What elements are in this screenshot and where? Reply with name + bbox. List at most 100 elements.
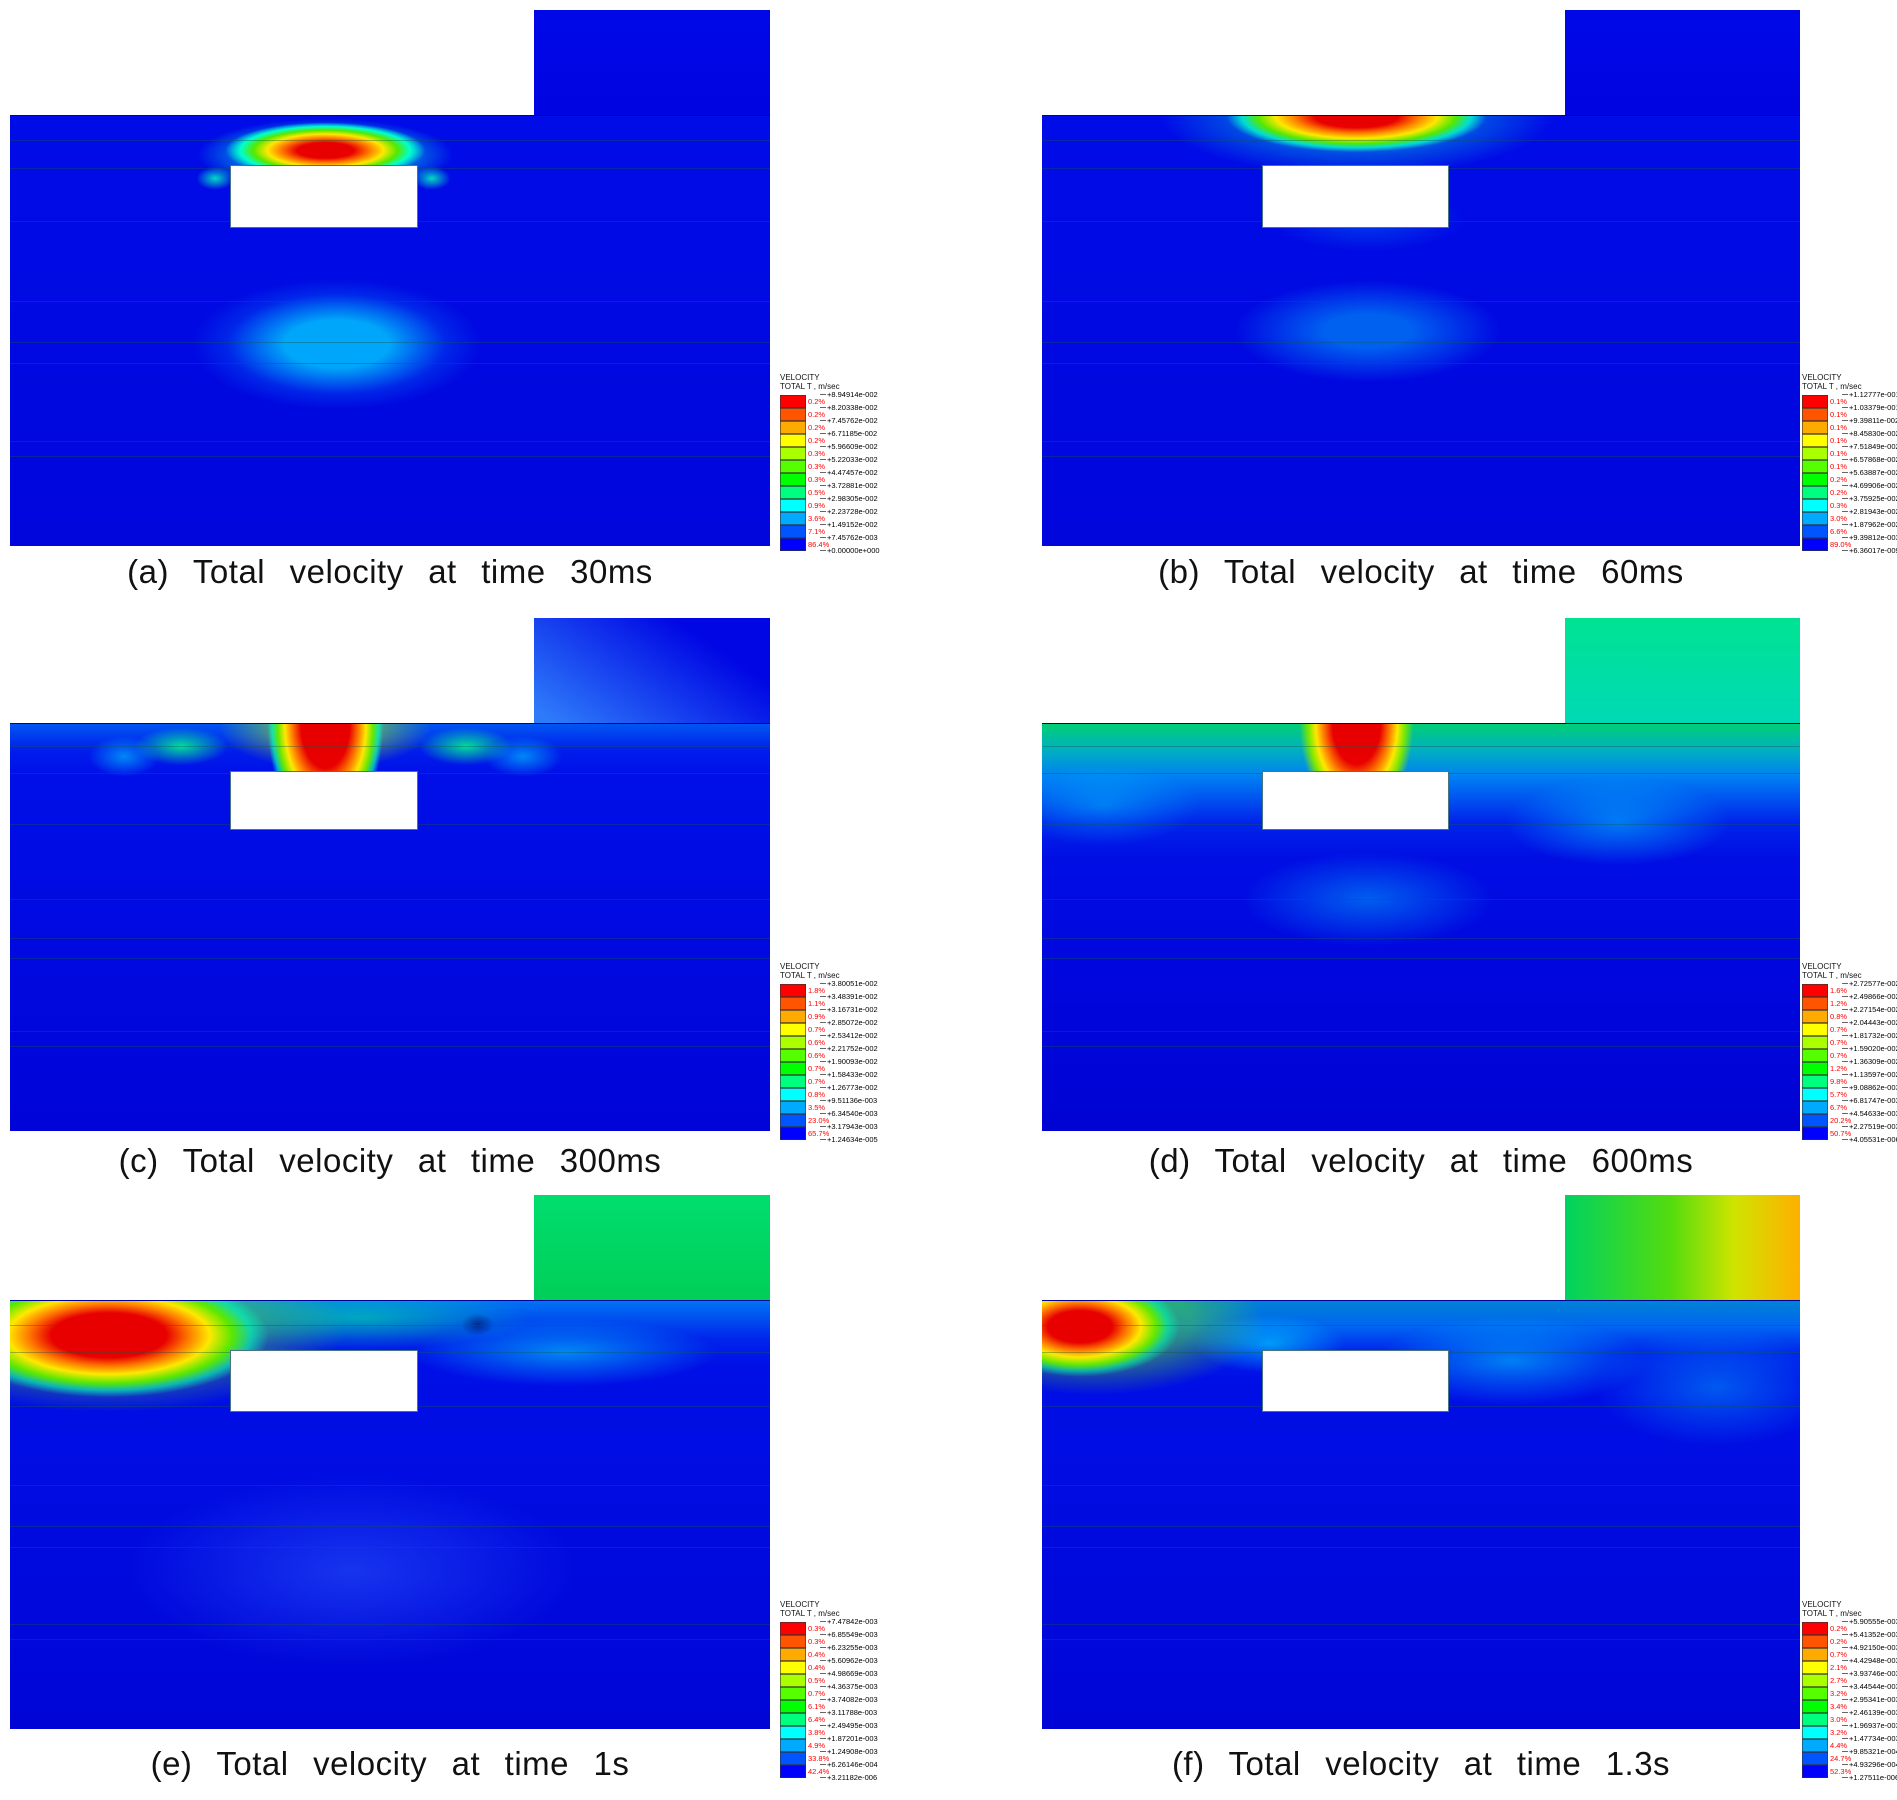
- legend-band-percent: 0.1%: [1830, 449, 1848, 458]
- legend-band-percent: 0.2%: [1830, 1624, 1848, 1633]
- legend-color-swatch: [780, 1101, 806, 1114]
- legend-band-percent: 0.2%: [808, 397, 826, 406]
- legend-color-swatch: [780, 1036, 806, 1049]
- legend-color-scale: +2.72577e-002 +2.49866e-002 +2.27154e-002 +…: [1802, 980, 1897, 1144]
- legend-color-swatch: [780, 1726, 806, 1739]
- panel-a-velocity-30ms: VELOCITY TOTAL T , m/sec +8.94914e-002 +8…: [10, 10, 910, 600]
- legend-band-percent: 6.1%: [808, 1702, 826, 1711]
- legend-color-swatch: [1802, 1622, 1828, 1635]
- legend-band-percent: 2.7%: [1830, 1676, 1848, 1685]
- legend-level-value: +1.90093e-002: [820, 1058, 878, 1066]
- legend-level-value: +2.49866e-002: [1842, 993, 1897, 1001]
- legend-color-swatch: [1802, 1661, 1828, 1674]
- legend-band-percent: 7.1%: [808, 527, 826, 536]
- legend-level-value: +9.08862e-003: [1842, 1084, 1897, 1092]
- legend-level-value: +5.63887e-002: [1842, 469, 1897, 477]
- soil-layer-line: [1042, 1324, 1800, 1326]
- legend-level-value: +6.57868e-002: [1842, 456, 1897, 464]
- legend-color-swatch: [780, 1049, 806, 1062]
- legend-level-value: +1.36309e-002: [1842, 1058, 1897, 1066]
- legend-color-swatch: [1802, 460, 1828, 473]
- tunnel-cavity: [1261, 770, 1449, 830]
- legend-level-value: +4.98669e-003: [820, 1670, 878, 1678]
- legend-band-percent: 0.5%: [808, 1676, 826, 1685]
- panel-c-velocity-300ms: VELOCITY TOTAL T , m/sec +3.80051e-002 +3…: [10, 618, 910, 1193]
- legend-color-scale: +1.12777e-001 +1.03379e-001 +9.39811e-002 +…: [1802, 391, 1897, 555]
- legend-band-percent: 0.7%: [808, 1689, 826, 1698]
- panel-d-velocity-600ms: VELOCITY TOTAL T , m/sec +2.72577e-002 +2…: [1042, 618, 1897, 1193]
- legend-color-swatch: [1802, 395, 1828, 408]
- legend-color-swatch: [1802, 1114, 1828, 1127]
- color-legend: VELOCITY TOTAL T , m/sec +5.90555e-003 +5…: [1802, 1600, 1897, 1782]
- elevated-block-region: [1565, 618, 1800, 723]
- soil-layer-line: [10, 1324, 770, 1326]
- legend-band-percent: 0.2%: [1830, 488, 1848, 497]
- legend-band-percent: 0.7%: [808, 1077, 826, 1086]
- legend-color-swatch: [1802, 1036, 1828, 1049]
- legend-title-line2: TOTAL T , m/sec: [780, 971, 840, 980]
- legend-band-percent: 24.7%: [1830, 1754, 1852, 1763]
- soil-layer-line: [10, 300, 770, 302]
- legend-color-swatch: [780, 1674, 806, 1687]
- legend-level-value: +7.47842e-003: [820, 1618, 878, 1626]
- legend-color-swatch: [1802, 1674, 1828, 1687]
- legend-level-value: +1.03379e-001: [1842, 404, 1897, 412]
- legend-color-swatch: [780, 1635, 806, 1648]
- legend-color-swatch: [780, 421, 806, 434]
- legend-level-value: +9.51136e-003: [820, 1097, 877, 1105]
- legend-band-percent: 9.8%: [1830, 1077, 1848, 1086]
- legend-band-percent: 2.1%: [1830, 1663, 1848, 1672]
- legend-level-value: +3.93746e-003: [1842, 1670, 1897, 1678]
- legend-band-percent: 3.0%: [1830, 1715, 1848, 1724]
- panel-caption: (f) Total velocity at time 1.3s: [1171, 1745, 1671, 1782]
- legend-level-value: +4.05531e-006: [1842, 1136, 1897, 1144]
- legend-band-percent: 0.1%: [1830, 423, 1848, 432]
- legend-level-value: +1.24908e-003: [820, 1748, 878, 1756]
- soil-layer-line: [1042, 899, 1800, 900]
- legend-color-swatch: [1802, 1010, 1828, 1023]
- legend-band-percent: 3.5%: [808, 1103, 826, 1112]
- legend-level-value: +5.22033e-002: [820, 456, 878, 464]
- legend-color-swatch: [780, 1127, 806, 1140]
- legend-band-percent: 0.6%: [808, 1051, 826, 1060]
- legend-title-line1: VELOCITY: [780, 373, 820, 382]
- soil-layer-line: [10, 1485, 770, 1487]
- legend-color-swatch: [1802, 1062, 1828, 1075]
- legend-band-percent: 33.8%: [808, 1754, 830, 1763]
- legend-level-value: +2.85072e-002: [820, 1019, 878, 1027]
- legend-band-percent: 0.9%: [808, 1012, 826, 1021]
- legend-color-swatch: [1802, 984, 1828, 997]
- legend-color-swatch: [1802, 1687, 1828, 1700]
- legend-color-swatch: [780, 1713, 806, 1726]
- legend-level-value: +8.45830e-002: [1842, 430, 1897, 438]
- tunnel-cavity: [230, 1350, 418, 1413]
- legend-level-value: +1.81732e-002: [1842, 1032, 1897, 1040]
- soil-layer-line: [10, 1045, 770, 1047]
- elevated-block-region: [534, 10, 770, 115]
- legend-level-value: +4.54633e-003: [1842, 1110, 1897, 1118]
- legend-level-value: +5.41352e-003: [1842, 1631, 1897, 1639]
- legend-level-value: +4.47457e-002: [820, 469, 878, 477]
- legend-level-value: +3.16731e-002: [820, 1006, 878, 1014]
- legend-color-swatch: [1802, 1023, 1828, 1036]
- legend-level-value: +6.81747e-003: [1842, 1097, 1897, 1105]
- legend-level-value: +2.46139e-003: [1842, 1709, 1897, 1717]
- legend-color-swatch: [1802, 1700, 1828, 1713]
- legend-band-percent: 0.7%: [808, 1064, 826, 1073]
- legend-level-value: +3.75925e-002: [1842, 495, 1897, 503]
- legend-band-percent: 0.3%: [808, 462, 826, 471]
- legend-band-percent: 65.7%: [808, 1129, 830, 1138]
- legend-title-line1: VELOCITY: [1802, 373, 1842, 382]
- legend-level-value: +3.11788e-003: [820, 1709, 877, 1717]
- legend-color-swatch: [1802, 538, 1828, 551]
- legend-band-percent: 20.2%: [1830, 1116, 1852, 1125]
- color-legend: VELOCITY TOTAL T , m/sec +7.47842e-003 +6…: [780, 1600, 910, 1782]
- legend-color-swatch: [1802, 1648, 1828, 1661]
- legend-color-swatch: [1802, 473, 1828, 486]
- legend-color-swatch: [780, 395, 806, 408]
- legend-band-percent: 0.2%: [808, 410, 826, 419]
- panel-caption: (d) Total velocity at time 600ms: [1148, 1142, 1694, 1179]
- legend-color-swatch: [1802, 421, 1828, 434]
- soil-layer-line: [10, 958, 770, 960]
